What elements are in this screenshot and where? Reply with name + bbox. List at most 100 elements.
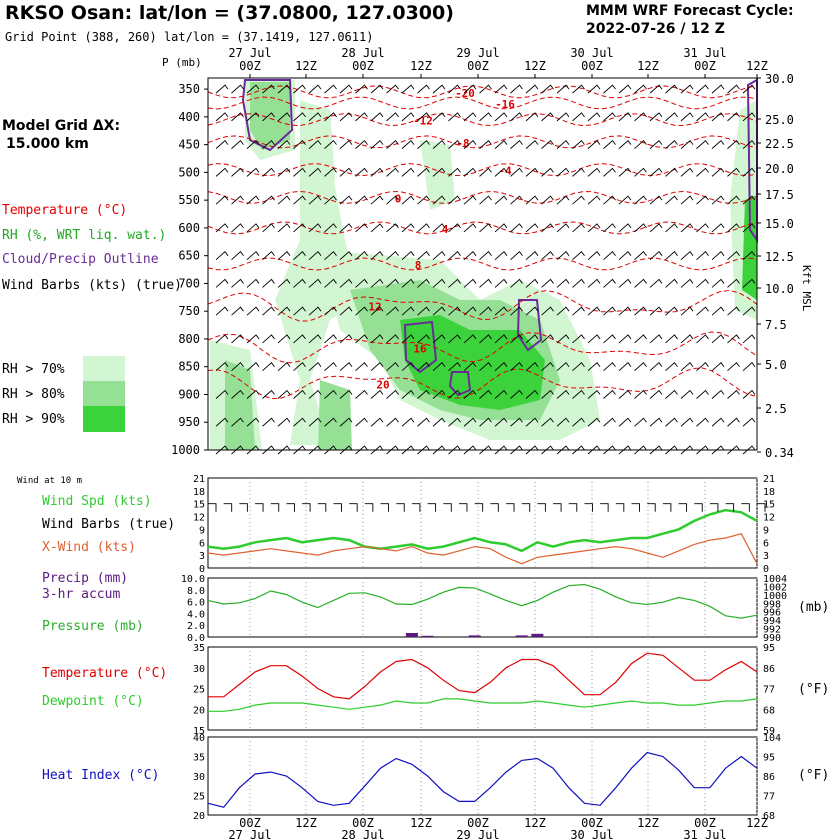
wind-barb: [680, 306, 694, 316]
wind-barb: [587, 223, 601, 233]
wind-barb: [215, 334, 229, 344]
wind-barb: [324, 417, 337, 427]
wind-barb: [494, 112, 508, 122]
wind-barb: [494, 139, 508, 149]
lower-panel-frame-1: [207, 577, 758, 638]
wind-barb: [277, 417, 291, 427]
wind-barb: [742, 445, 756, 455]
time-tick-bottom: 00Z: [352, 816, 374, 830]
y-tick-label: 18: [193, 487, 205, 498]
temp-unit-label: (°F): [798, 682, 830, 697]
rh-region-11: [318, 380, 352, 450]
wind-barb: [711, 195, 725, 205]
wind-barb: [711, 417, 725, 427]
pressure-tick-label: 650: [178, 249, 200, 263]
wind-barb: [293, 417, 306, 427]
wind-barb: [308, 362, 322, 372]
wind-barb: [479, 84, 492, 94]
wind-barb: [727, 417, 740, 427]
wind-barb: [742, 334, 756, 344]
temp-contour-9: [207, 331, 758, 364]
temp-contour-6: [207, 221, 758, 235]
legend-temperature: Temperature (°C): [2, 203, 128, 218]
height-tick-label: 22.5: [765, 137, 794, 151]
wind-barb: [510, 389, 523, 399]
wind-barb: [742, 417, 756, 427]
y-tick-label: 15: [193, 726, 205, 737]
wind-barb: [293, 112, 306, 122]
wind-barb: [215, 306, 229, 316]
wind-barb: [727, 389, 740, 399]
y-tick-label: 4.0: [187, 609, 205, 620]
wind-barb: [370, 195, 384, 205]
wind-barb: [742, 139, 756, 149]
y2-tick-label: 77: [763, 685, 775, 696]
wind-barb: [680, 112, 694, 122]
temp-contour-1: [207, 96, 758, 110]
y2-tick-label: 9: [763, 525, 769, 536]
y-tick-label: 6: [199, 538, 205, 549]
wind-barb: [339, 84, 353, 94]
wind-barb: [401, 445, 415, 455]
wind-barb: [649, 167, 663, 177]
wind-barb: [324, 334, 337, 344]
wind-barb: [401, 223, 415, 233]
wind-barb: [246, 195, 260, 205]
wind-barb: [556, 84, 570, 94]
wind-barb: [680, 195, 694, 205]
wind-barb: [448, 278, 461, 288]
wind-barb: [649, 251, 663, 261]
date-label-top: 30 Jul: [570, 46, 613, 60]
legend-rh80-swatch: [83, 381, 125, 406]
temp-contour-label: -8: [456, 137, 469, 150]
wind-barb: [587, 445, 601, 455]
wind-barb: [727, 195, 740, 205]
wind-barb: [649, 139, 663, 149]
wind-barb: [510, 139, 523, 149]
wind-barb: [587, 306, 601, 316]
wind-barb: [401, 112, 415, 122]
temp-contour-label: 4: [442, 223, 449, 236]
wind-barb: [355, 84, 368, 94]
wind-barb: [510, 251, 523, 261]
wind-barb: [634, 195, 647, 205]
wind-barb: [479, 112, 492, 122]
wind-barb: [742, 278, 756, 288]
wind-barb: [634, 389, 647, 399]
wind-barb: [370, 306, 384, 316]
wind-barb-10m: [694, 503, 703, 512]
wind-barb: [587, 251, 601, 261]
wind-barb: [293, 251, 306, 261]
pressure-tick-label: 900: [178, 387, 200, 401]
y-tick-label: 10.0: [181, 574, 205, 585]
wind-barb: [479, 417, 492, 427]
wind-barb: [215, 167, 229, 177]
wind-barb: [463, 389, 477, 399]
wind-barb: [618, 251, 632, 261]
wind-barb: [324, 223, 337, 233]
wind-barb: [587, 84, 601, 94]
wind-barb: [432, 417, 446, 427]
wind-barb: [463, 278, 477, 288]
wind-barb: [386, 251, 399, 261]
wind-barb: [293, 195, 306, 205]
legend-precip-accum: 3-hr accum: [42, 587, 121, 602]
wind-barb: [262, 306, 275, 316]
date-label-bottom: 31 Jul: [683, 828, 726, 840]
wind-barb: [525, 195, 539, 205]
wind-barb: [215, 417, 229, 427]
wind-barb: [479, 251, 492, 261]
wind-barb: [401, 417, 415, 427]
wind-barb: [417, 362, 430, 372]
wind-barb: [711, 334, 725, 344]
y-tick-label: 30: [193, 772, 205, 783]
wind-barb: [277, 389, 291, 399]
wind-barb: [711, 278, 725, 288]
wind-barb: [603, 389, 616, 399]
y2-tick-label: 1002: [763, 582, 787, 593]
wind-barb: [370, 167, 384, 177]
wind-barb: [665, 223, 678, 233]
series-line-0-1: [207, 532, 758, 565]
wind-barb: [246, 223, 260, 233]
